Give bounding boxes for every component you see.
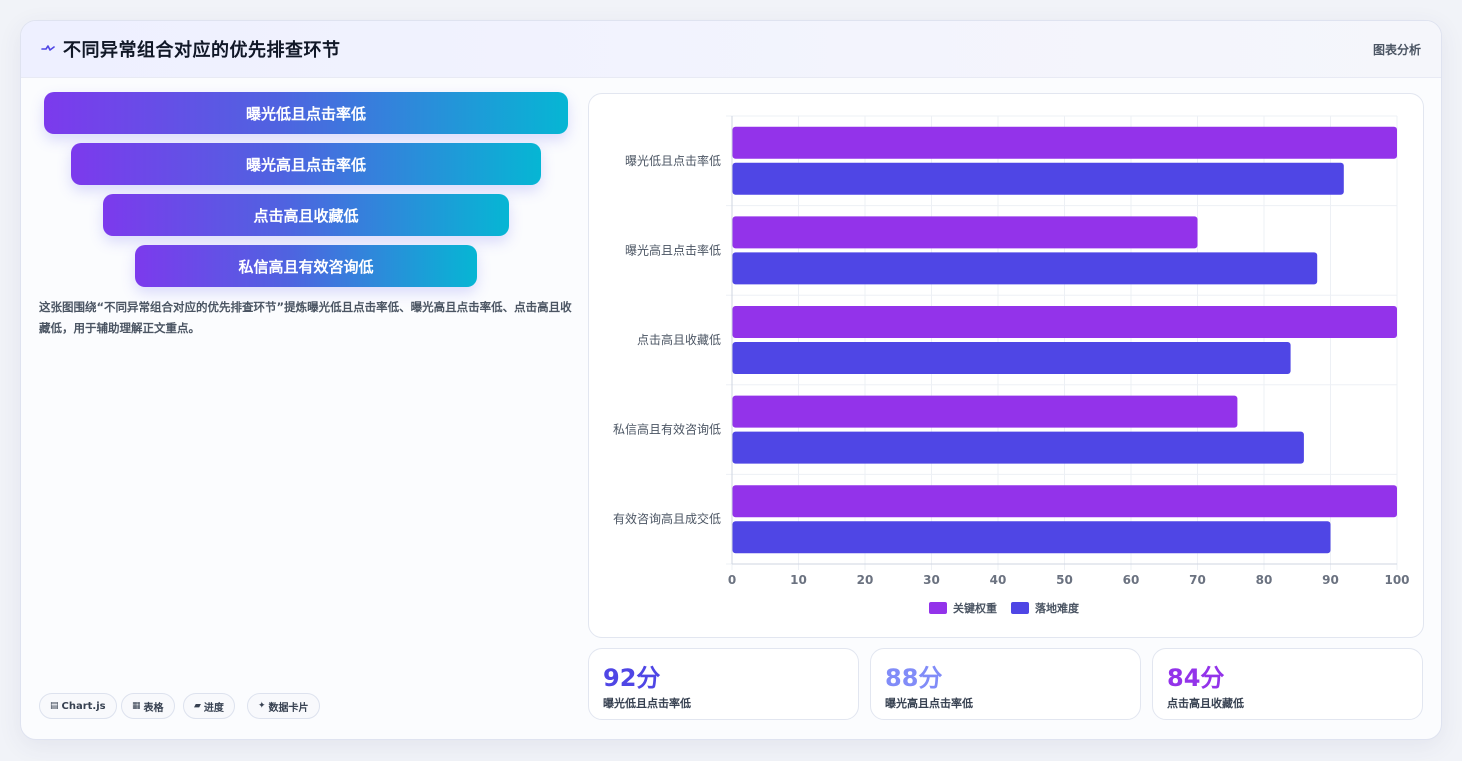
bar-difficulty — [732, 431, 1304, 464]
x-tick-label: 40 — [990, 573, 1007, 587]
bar-difficulty — [732, 252, 1318, 285]
bar-weight — [732, 126, 1397, 159]
chip-label: Chart.js — [61, 700, 106, 712]
bar-chart: 0 10 20 30 40 50 60 70 80 90 100 曝光低且点击率低曝光高且点击率低点击… — [613, 115, 1410, 615]
chart-analysis-tag: 图表分析 — [1372, 43, 1421, 57]
x-tick-label: 80 — [1256, 573, 1273, 587]
bar-difficulty — [732, 521, 1331, 554]
legend-label: 落地难度 — [1035, 601, 1080, 615]
chip-label: 数据卡片 — [268, 702, 309, 714]
card-header: 不同异常组合对应的优先排查环节 图表分析 — [21, 21, 1441, 78]
x-tick-label: 0 — [728, 573, 736, 587]
funnel-step-label: 点击高且收藏低 — [253, 206, 359, 225]
funnel-step-label: 曝光高且点击率低 — [245, 155, 366, 174]
funnel-step-label: 私信高且有效咨询低 — [238, 257, 374, 276]
y-category-label: 有效咨询高且成交低 — [613, 511, 721, 526]
y-category-label: 曝光低且点击率低 — [625, 153, 721, 168]
stat-card-2: 88分 曝光高且点击率低 — [870, 648, 1141, 720]
bar-difficulty — [732, 162, 1344, 195]
stat-value: 84分 — [1167, 664, 1225, 692]
y-category-label: 私信高且有效咨询低 — [613, 422, 721, 437]
funnel-step-1: 曝光低且点击率低 — [44, 92, 568, 134]
page-title: 不同异常组合对应的优先排查环节 — [63, 40, 341, 61]
stat-label: 曝光低且点击率低 — [603, 697, 691, 710]
chart-description: 这张图围绕“不同异常组合对应的优先排查环节”提炼曝光低且点击率低、曝光高且点击率… — [39, 300, 572, 335]
y-category-label: 点击高且收藏低 — [637, 332, 721, 347]
bar-difficulty — [732, 342, 1291, 374]
chip-label: 进度 — [203, 702, 224, 714]
table-icon: ▦ — [132, 701, 141, 711]
chart-icon: ▤ — [50, 701, 59, 711]
stat-label: 点击高且收藏低 — [1167, 697, 1244, 710]
x-tick-label: 10 — [790, 573, 807, 587]
stat-value: 88分 — [885, 664, 943, 692]
bar-weight — [732, 306, 1397, 338]
stat-card-3: 84分 点击高且收藏低 — [1152, 648, 1423, 720]
legend-label: 关键权重 — [953, 601, 997, 615]
funnel-step-3: 点击高且收藏低 — [103, 194, 509, 236]
chip-data-card[interactable]: ✦ 数据卡片 — [247, 693, 320, 719]
chip-label: 表格 — [143, 702, 164, 714]
chip-table[interactable]: ▦ 表格 — [121, 693, 175, 719]
chip-progress[interactable]: ▰ 进度 — [183, 693, 235, 719]
x-tick-label: 100 — [1384, 573, 1409, 587]
bar-weight — [732, 485, 1397, 518]
legend-swatch — [929, 602, 947, 614]
stat-value: 92分 — [603, 664, 661, 692]
funnel-step-4: 私信高且有效咨询低 — [135, 245, 477, 287]
x-tick-label: 60 — [1123, 573, 1140, 587]
stat-label: 曝光高且点击率低 — [885, 697, 973, 710]
sparkle-icon: ✦ — [258, 701, 266, 711]
legend-swatch — [1011, 602, 1029, 614]
x-tick-label: 70 — [1189, 573, 1206, 587]
funnel-step-label: 曝光低且点击率低 — [245, 104, 366, 123]
x-tick-label: 90 — [1322, 573, 1339, 587]
chart-panel: 0 10 20 30 40 50 60 70 80 90 100 曝光低且点击率低 曝光高且点击率低点击… — [588, 93, 1424, 638]
progress-icon: ▰ — [194, 701, 201, 711]
x-tick-label: 50 — [1056, 573, 1073, 587]
stat-card-1: 92分 曝光低且点击率低 — [588, 648, 859, 720]
funnel-step-2: 曝光高且点击率低 — [71, 143, 541, 185]
x-tick-label: 30 — [923, 573, 940, 587]
chart-card: 不同异常组合对应的优先排查环节 图表分析 曝光低且点击率低 曝光高且点击率低 点… — [20, 20, 1442, 740]
bar-weight — [732, 216, 1198, 249]
bar-weight — [732, 395, 1238, 428]
x-tick-label: 20 — [857, 573, 874, 587]
chip-chartjs[interactable]: ▤ Chart.js — [39, 693, 117, 719]
pulse-icon — [41, 45, 55, 51]
y-category-label: 曝光高且点击率低 — [625, 242, 721, 257]
